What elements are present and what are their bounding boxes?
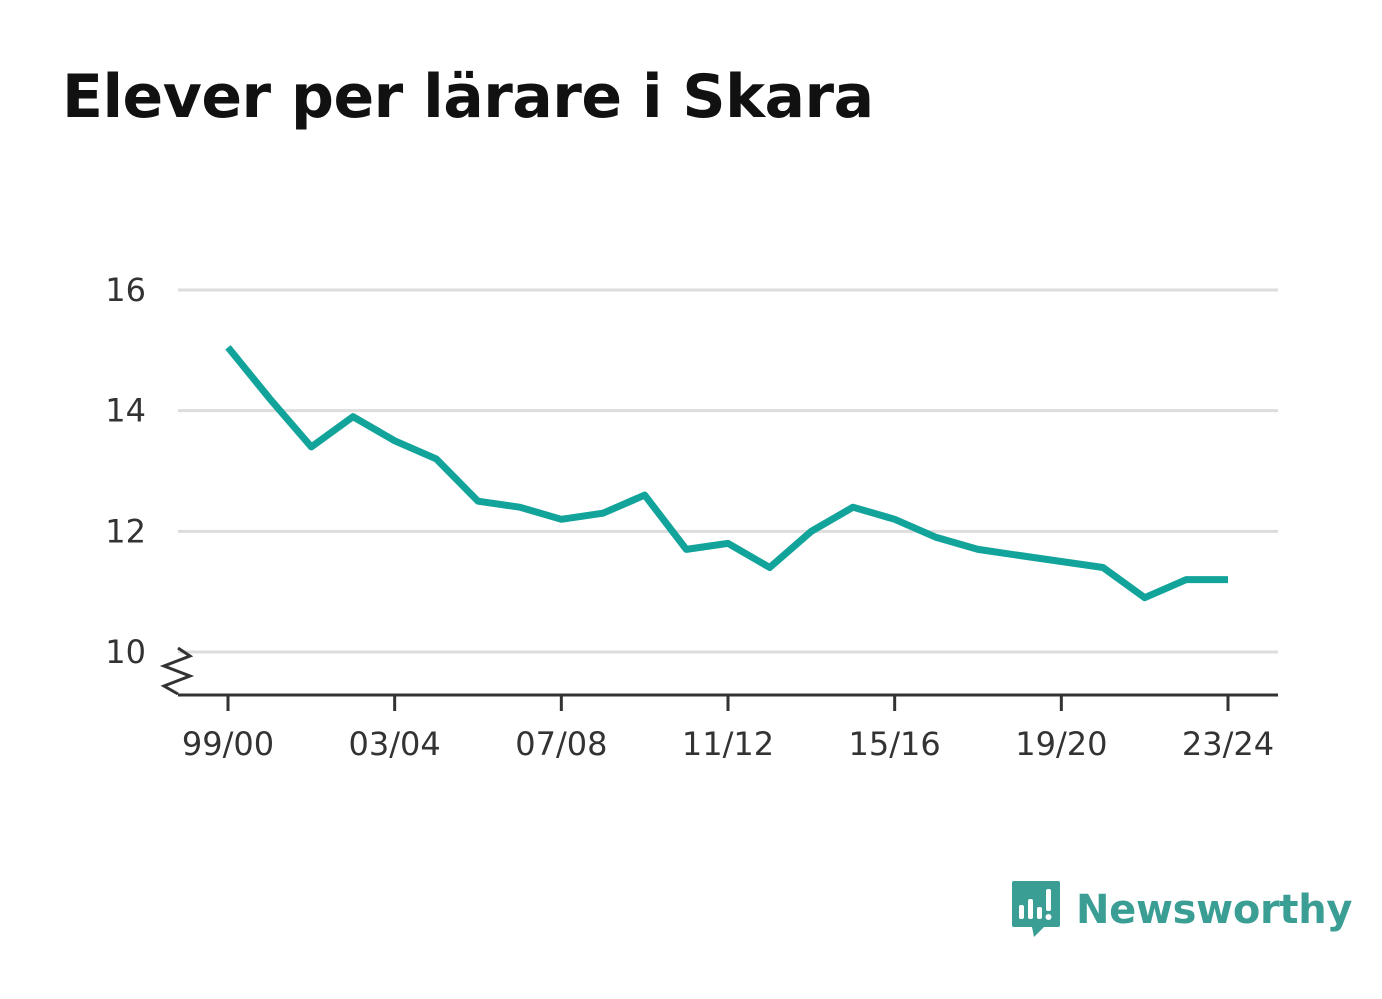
y-tick-label: 12 (105, 512, 146, 550)
data-point (1183, 576, 1190, 583)
newsworthy-logo-icon (1012, 881, 1060, 937)
y-axis-break-icon (159, 646, 195, 696)
data-point (433, 455, 440, 462)
data-point (600, 510, 607, 517)
gridlines (178, 288, 1278, 654)
x-axis: 99/00 03/04 07/08 11/12 15/16 19/20 23/24 (159, 646, 1278, 763)
y-tick-label: 16 (105, 271, 146, 309)
data-point (1016, 552, 1023, 559)
chart-title: Elever per lärare i Skara (62, 62, 874, 132)
data-point (975, 546, 982, 553)
x-tick-label: 15/16 (849, 725, 941, 763)
data-point (933, 534, 940, 541)
data-point (1100, 564, 1107, 571)
data-point (1058, 558, 1065, 565)
data-point (266, 395, 273, 402)
data-point (641, 492, 648, 499)
data-point (350, 413, 357, 420)
data-point (475, 498, 482, 505)
series-line-0 (225, 345, 1228, 602)
data-point (308, 443, 315, 450)
x-tick-label: 23/24 (1182, 725, 1274, 763)
data-point (516, 504, 523, 511)
data-point (558, 516, 565, 523)
x-tick-label: 19/20 (1015, 725, 1107, 763)
newsworthy-brand: Newsworthy (1010, 878, 1353, 942)
data-point (225, 344, 232, 351)
data-point (808, 528, 815, 535)
data-point (725, 540, 732, 547)
x-tick-label: 11/12 (682, 725, 774, 763)
data-point (1141, 594, 1148, 601)
data-point (766, 564, 773, 571)
data-point (683, 546, 690, 553)
y-tick-label: 14 (105, 392, 146, 430)
y-axis-ticks: 10 12 14 16 (105, 271, 146, 671)
x-tick-label: 07/08 (515, 725, 607, 763)
x-tick-label: 03/04 (349, 725, 441, 763)
x-tick-label: 99/00 (182, 725, 274, 763)
data-point (1225, 576, 1232, 583)
y-tick-label: 10 (105, 633, 146, 671)
data-point (391, 437, 398, 444)
series-group (225, 344, 1232, 602)
brand-name: Newsworthy (1076, 887, 1353, 933)
data-point (891, 516, 898, 523)
data-point (850, 504, 857, 511)
